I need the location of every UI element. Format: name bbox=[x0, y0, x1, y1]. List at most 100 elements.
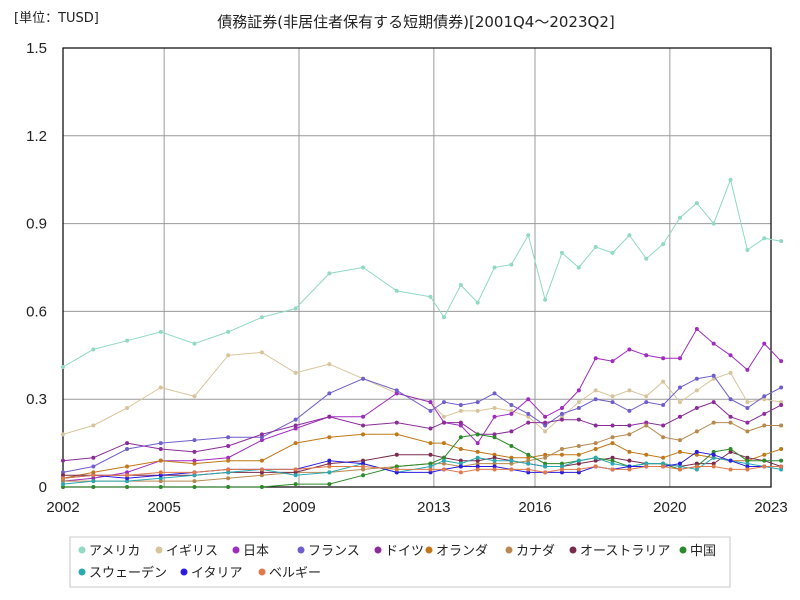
data-point bbox=[559, 446, 564, 451]
data-point bbox=[610, 467, 615, 472]
data-point bbox=[226, 485, 231, 489]
data-point bbox=[458, 408, 463, 413]
data-point bbox=[779, 385, 784, 390]
data-point bbox=[327, 271, 332, 276]
data-point bbox=[327, 435, 332, 440]
data-point bbox=[677, 467, 682, 472]
data-point bbox=[428, 426, 433, 431]
data-point bbox=[762, 397, 767, 402]
x-tick-label: 2013 bbox=[417, 499, 450, 516]
legend-label: オーストラリア bbox=[580, 544, 670, 559]
data-point bbox=[627, 467, 632, 472]
data-point bbox=[158, 473, 163, 478]
data-point bbox=[526, 467, 531, 472]
data-point bbox=[526, 233, 531, 238]
data-point bbox=[293, 441, 298, 446]
data-point bbox=[677, 356, 682, 361]
data-point bbox=[293, 473, 298, 478]
x-tick-label: 2016 bbox=[518, 499, 551, 516]
data-point bbox=[661, 461, 666, 466]
data-point bbox=[226, 455, 231, 460]
data-point bbox=[745, 367, 750, 372]
data-point bbox=[576, 265, 581, 270]
data-point bbox=[677, 438, 682, 443]
data-point bbox=[644, 353, 649, 358]
data-point bbox=[526, 455, 531, 460]
data-point bbox=[779, 403, 784, 408]
data-point bbox=[644, 423, 649, 428]
data-point bbox=[492, 461, 497, 466]
data-point bbox=[192, 449, 197, 454]
series-日本 bbox=[61, 326, 784, 484]
data-point bbox=[259, 485, 264, 489]
data-point bbox=[441, 441, 446, 446]
data-point bbox=[559, 417, 564, 422]
data-point bbox=[458, 458, 463, 463]
x-tick-label: 2020 bbox=[653, 499, 686, 516]
series-フランス bbox=[61, 373, 784, 475]
data-point bbox=[192, 470, 197, 475]
legend-item: ベルギー bbox=[258, 566, 321, 581]
data-point bbox=[745, 420, 750, 425]
data-point bbox=[610, 435, 615, 440]
data-point bbox=[610, 423, 615, 428]
data-point bbox=[526, 397, 531, 402]
data-point bbox=[610, 394, 615, 399]
data-point bbox=[192, 461, 197, 466]
data-point bbox=[644, 420, 649, 425]
data-point bbox=[61, 479, 65, 484]
data-point bbox=[779, 458, 784, 463]
data-point bbox=[293, 482, 298, 487]
data-point bbox=[91, 470, 96, 475]
y-tick-label: 0.6 bbox=[26, 303, 47, 320]
data-point bbox=[661, 356, 666, 361]
data-point bbox=[576, 400, 581, 405]
data-point bbox=[192, 438, 197, 443]
data-point bbox=[61, 482, 65, 487]
data-point bbox=[661, 435, 666, 440]
data-point bbox=[361, 467, 366, 472]
data-point bbox=[509, 429, 514, 434]
data-point bbox=[293, 426, 298, 431]
data-point bbox=[762, 458, 767, 463]
data-point bbox=[694, 405, 699, 410]
legend-label: イギリス bbox=[166, 544, 218, 559]
series-イギリス bbox=[61, 350, 784, 437]
data-point bbox=[259, 438, 264, 443]
data-point bbox=[576, 452, 581, 457]
data-point bbox=[526, 414, 531, 419]
data-point bbox=[492, 452, 497, 457]
data-point bbox=[192, 394, 197, 399]
legend-marker bbox=[679, 546, 687, 554]
data-point bbox=[526, 452, 531, 457]
data-point bbox=[762, 341, 767, 346]
data-point bbox=[327, 461, 332, 466]
legend-label: ベルギー bbox=[269, 566, 321, 581]
data-point bbox=[728, 177, 733, 182]
data-point bbox=[779, 446, 784, 451]
data-point bbox=[694, 461, 699, 466]
data-point bbox=[458, 470, 463, 475]
data-point bbox=[441, 458, 446, 463]
data-point bbox=[61, 458, 65, 463]
data-point bbox=[259, 467, 264, 472]
data-point bbox=[644, 256, 649, 261]
data-point bbox=[394, 288, 399, 293]
legend-item: 中国 bbox=[679, 544, 716, 559]
series-line bbox=[63, 451, 782, 476]
data-point bbox=[492, 265, 497, 270]
legend-marker bbox=[78, 568, 86, 576]
data-point bbox=[394, 470, 399, 475]
data-point bbox=[226, 467, 231, 472]
legend-item: フランス bbox=[297, 544, 360, 559]
data-point bbox=[509, 411, 514, 416]
data-point bbox=[226, 435, 231, 440]
data-point bbox=[711, 420, 716, 425]
grid-lines bbox=[62, 47, 772, 488]
data-point bbox=[125, 476, 130, 481]
data-point bbox=[593, 397, 598, 402]
data-point bbox=[158, 470, 163, 475]
data-point bbox=[509, 455, 514, 460]
data-point bbox=[125, 338, 130, 343]
data-point bbox=[125, 441, 130, 446]
